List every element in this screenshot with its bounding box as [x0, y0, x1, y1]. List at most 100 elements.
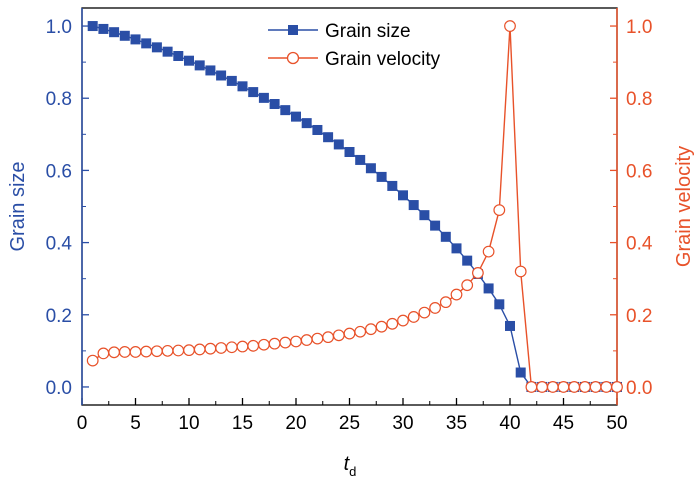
grain-velocity-point [161, 344, 174, 357]
grain-size-point [376, 171, 387, 182]
grain-size-point [258, 92, 269, 103]
grain-size-point [323, 132, 334, 143]
grain-size-point [151, 42, 162, 53]
grain-size-point [408, 200, 419, 211]
grain-velocity-point [97, 347, 110, 360]
grain-size-point [462, 255, 473, 266]
x-tick-label: 40 [499, 413, 520, 434]
legend-marker-grain-velocity [286, 51, 300, 65]
grain-size-point [355, 154, 366, 165]
grain-size-point [280, 105, 291, 116]
x-tick-label: 35 [446, 413, 467, 434]
grain-size-point [141, 38, 152, 49]
grain-velocity-point [472, 267, 484, 279]
grain-velocity-point [557, 381, 570, 393]
grain-velocity-point [418, 306, 431, 319]
grain-velocity-point [279, 336, 292, 349]
grain-size-point [119, 30, 130, 41]
grain-velocity-point [311, 332, 324, 345]
grain-velocity-point [322, 331, 335, 344]
grain-velocity-point [600, 381, 613, 393]
grain-size-point [483, 283, 494, 294]
y-left-tick-label: 0.0 [46, 378, 72, 399]
grain-velocity-point [375, 320, 388, 333]
x-axis-title-subscript: d [349, 464, 356, 479]
legend-marker-grain-size [288, 25, 298, 35]
grain-size-point [440, 231, 451, 242]
y-axis-left-title: Grain size [7, 161, 29, 251]
grain-size-point [398, 190, 408, 201]
y-left-tick-label: 1.0 [46, 17, 72, 38]
y-right-tick-label: 0.4 [626, 234, 653, 255]
grain-size-point [333, 139, 344, 150]
grain-size-point [269, 99, 280, 110]
y-left-tick-label: 0.6 [46, 161, 72, 182]
grain-velocity-point [290, 335, 302, 348]
grain-size-point [515, 367, 526, 378]
grain-velocity-point [204, 342, 217, 355]
x-tick-label: 0 [77, 413, 88, 434]
x-tick-label: 30 [392, 413, 413, 434]
grain-size-point [430, 220, 441, 231]
y-right-tick-label: 0.0 [626, 378, 652, 399]
x-tick-label: 20 [285, 413, 306, 434]
grain-size-point [419, 210, 430, 221]
grain-size-point [130, 34, 141, 45]
y-left-tick-label: 0.8 [46, 89, 72, 110]
y-left-tick-label: 0.2 [46, 306, 72, 327]
grain-velocity-point [268, 337, 281, 350]
x-tick-label: 25 [339, 413, 360, 434]
grain-velocity-point [568, 381, 581, 393]
grain-size-point [162, 46, 173, 57]
grain-size-point [365, 163, 376, 174]
grain-velocity-point [611, 381, 623, 393]
grain-size-point [312, 124, 323, 135]
x-tick-label: 10 [178, 413, 199, 434]
y-right-tick-label: 0.2 [626, 306, 652, 327]
y-axis-left: 0.0 0.2 0.4 0.6 0.8 1.0 [46, 8, 89, 405]
grain-velocity-point [247, 339, 260, 352]
grain-velocity-point [332, 329, 345, 342]
grain-size-point [87, 21, 98, 32]
grain-velocity-point [546, 381, 559, 393]
grain-velocity-point [343, 327, 356, 340]
legend-label-grain-size: Grain size [325, 21, 411, 42]
grain-size-point [387, 180, 398, 191]
grain-size-point [237, 81, 248, 92]
grain-size-point [291, 111, 301, 122]
y-axis-right-title: Grain velocity [673, 146, 695, 267]
grain-size-point [109, 27, 120, 38]
grain-velocity-point [354, 325, 367, 338]
grain-velocity-point [504, 20, 516, 32]
x-axis: 0 5 10 15 20 25 30 35 40 45 50 [77, 398, 628, 434]
grain-velocity-point [407, 311, 420, 323]
grain-velocity-point [525, 381, 538, 393]
y-axis-right: 0.0 0.2 0.4 0.6 0.8 1.0 [610, 8, 653, 405]
grain-velocity-point [258, 338, 270, 351]
y-left-tick-label: 0.4 [46, 234, 73, 255]
grain-size-point [173, 51, 184, 62]
x-axis-title: td [344, 453, 357, 479]
grain-velocity-point [193, 343, 206, 356]
y-right-tick-label: 0.8 [626, 89, 652, 110]
x-tick-label: 15 [232, 413, 253, 434]
grain-size-point [226, 75, 237, 86]
y-right-tick-label: 1.0 [626, 17, 652, 38]
grain-size-point [344, 147, 355, 158]
grain-velocity-point [150, 345, 163, 358]
grain-velocity-point [365, 323, 377, 336]
grain-velocity-point [215, 342, 228, 354]
grain-size-point [205, 65, 216, 76]
grain-velocity-point [108, 346, 120, 359]
grain-velocity-point [140, 345, 153, 358]
grain-velocity-point [386, 317, 399, 330]
legend: Grain size Grain velocity [268, 21, 441, 70]
grain-velocity-point [300, 334, 313, 346]
grain-velocity-point [439, 296, 452, 309]
grain-size-point [216, 70, 227, 81]
series-layer [86, 20, 623, 393]
grain-velocity-point [493, 204, 506, 217]
grain-size-point [451, 243, 462, 254]
x-tick-label: 45 [553, 413, 574, 434]
